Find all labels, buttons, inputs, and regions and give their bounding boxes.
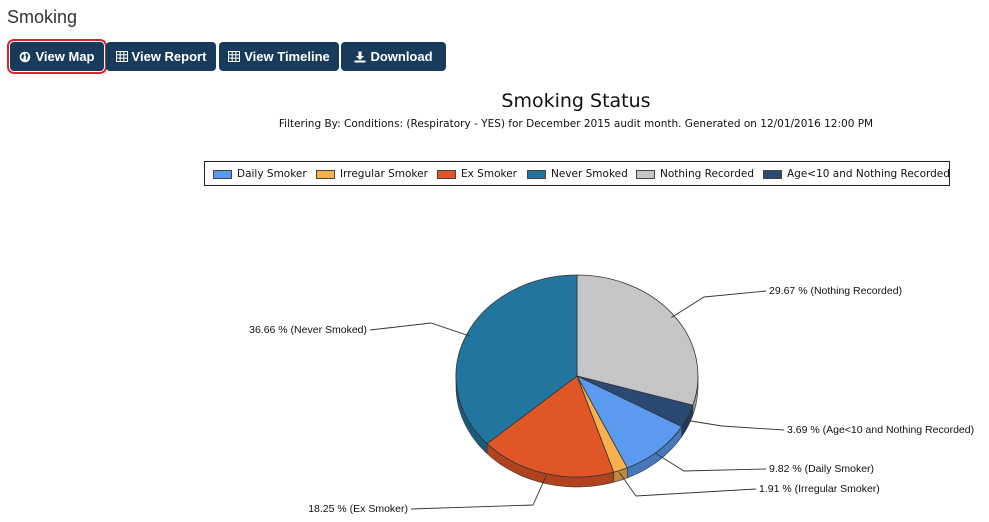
download-icon [354, 51, 366, 63]
view-map-button[interactable]: View Map [7, 39, 107, 74]
legend-label: Nothing Recorded [660, 168, 755, 180]
leader-line-never-smoked [369, 322, 470, 337]
legend-item-age10-nothing-recorded: Age<10 and Nothing Recorded [763, 168, 950, 180]
chart-subtitle: Filtering By: Conditions: (Respiratory -… [278, 118, 874, 130]
legend-item-irregular-smoker: Irregular Smoker [316, 168, 428, 180]
globe-icon [19, 51, 31, 63]
legend-item-daily-smoker: Daily Smoker [213, 168, 307, 180]
table-icon [228, 51, 241, 63]
data-label-ex-smoker: 18.25 % (Ex Smoker) [308, 503, 408, 515]
data-label-daily-smoker: 9.82 % (Daily Smoker) [769, 463, 874, 475]
pie-slice-daily-smoker [576, 375, 683, 469]
leader-line-nothing-recorded [670, 290, 767, 318]
chart-title: Smoking Status [501, 90, 651, 112]
view-map-label: View Map [35, 49, 95, 64]
legend-item-nothing-recorded: Nothing Recorded [636, 168, 754, 180]
legend-item-ex-smoker: Ex Smoker [437, 168, 517, 180]
view-timeline-label: View Timeline [244, 49, 330, 64]
legend-swatch [213, 169, 232, 179]
legend-label: Daily Smoker [237, 168, 307, 180]
legend-swatch [316, 169, 335, 179]
data-label-age-10-and-nothing-recorded: 3.69 % (Age<10 and Nothing Recorded) [787, 424, 974, 436]
data-label-nothing-recorded: 29.67 % (Nothing Recorded) [769, 285, 902, 297]
leader-line-age-10-and-nothing-recorded [684, 419, 785, 431]
pie-slice-ex-smoker [486, 375, 615, 478]
data-label-irregular-smoker: 1.91 % (Irregular Smoker) [759, 483, 880, 495]
table-icon [115, 51, 128, 63]
view-timeline-button[interactable]: View Timeline [219, 42, 339, 71]
leader-line-ex-smoker [410, 475, 547, 510]
legend-item-never-smoked: Never Smoked [527, 168, 628, 180]
data-label-never-smoked: 36.66 % (Never Smoked) [249, 324, 367, 336]
legend-label: Never Smoked [551, 168, 628, 180]
view-report-button[interactable]: View Report [106, 42, 216, 71]
legend-swatch [527, 169, 546, 179]
chart-legend: Daily Smoker Irregular Smoker Ex Smoker … [204, 161, 950, 186]
view-report-label: View Report [131, 49, 207, 64]
page-title: Smoking [7, 7, 78, 27]
legend-swatch [437, 169, 456, 179]
legend-swatch [636, 169, 655, 179]
legend-swatch [763, 169, 782, 179]
legend-label: Ex Smoker [461, 168, 517, 180]
leader-line-daily-smoker [655, 453, 767, 472]
download-label: Download [370, 49, 433, 64]
leader-line-irregular-smoker [618, 472, 757, 497]
legend-label: Irregular Smoker [340, 168, 428, 180]
legend-label: Age<10 and Nothing Recorded [787, 168, 950, 180]
download-button[interactable]: Download [341, 42, 446, 71]
